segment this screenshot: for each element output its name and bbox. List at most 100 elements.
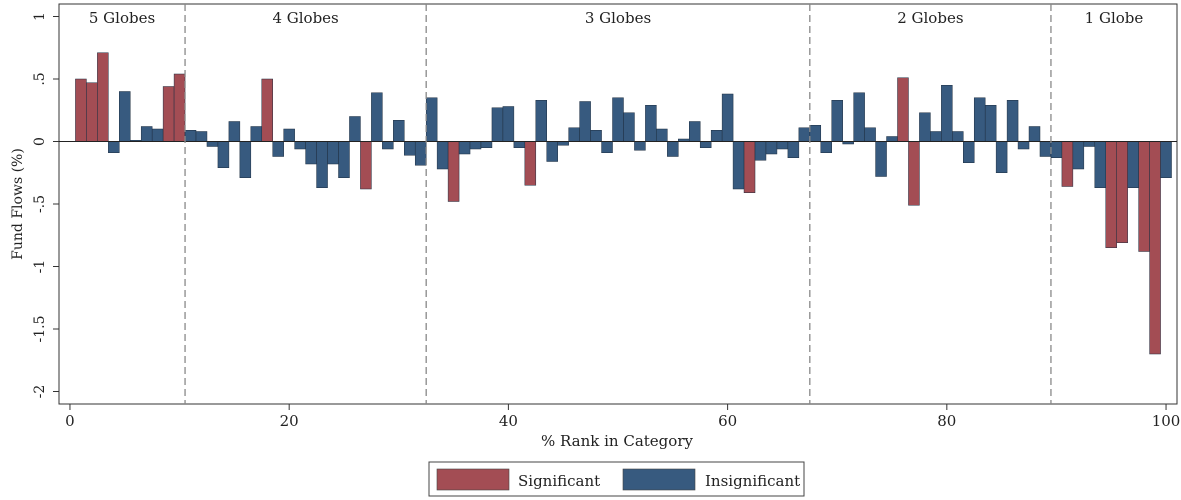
bars xyxy=(75,52,1172,355)
bar-insignificant xyxy=(809,125,822,142)
bar-insignificant xyxy=(864,127,876,142)
bar-significant xyxy=(162,86,175,142)
bar-insignificant xyxy=(305,141,317,165)
region-label: 1 Globe xyxy=(1085,9,1144,27)
bar-insignificant xyxy=(491,107,504,142)
bar-significant xyxy=(173,73,186,142)
bar-insignificant xyxy=(1006,100,1019,142)
region-label: 3 Globes xyxy=(585,9,651,27)
bar-insignificant xyxy=(414,141,427,166)
bar-insignificant xyxy=(217,141,230,168)
legend-box xyxy=(428,461,805,497)
bar-insignificant xyxy=(919,112,931,142)
bar-insignificant xyxy=(973,97,986,142)
category-dividers xyxy=(184,4,1052,404)
bar-insignificant xyxy=(184,130,197,142)
bar-significant xyxy=(908,141,920,206)
bar-insignificant xyxy=(689,121,701,142)
bar-significant xyxy=(1149,141,1161,355)
region-label: 2 Globes xyxy=(897,9,963,27)
bar-insignificant xyxy=(634,141,646,151)
bar-insignificant xyxy=(1039,141,1052,157)
bar-insignificant xyxy=(1094,141,1107,188)
x-axis: 0 20 40 60 80 100 xyxy=(65,404,1180,430)
bar-insignificant xyxy=(294,141,306,150)
bar-insignificant xyxy=(656,128,668,142)
bar-insignificant xyxy=(941,85,953,142)
bar-insignificant xyxy=(393,120,405,142)
bar-insignificant xyxy=(513,141,526,148)
bar-insignificant xyxy=(765,141,778,155)
bar-insignificant xyxy=(502,106,515,142)
bar-insignificant xyxy=(480,141,493,148)
bar-insignificant xyxy=(776,141,789,150)
x-tick-label: 40 xyxy=(499,412,518,430)
legend-swatch-significant xyxy=(436,468,510,491)
bar-insignificant xyxy=(963,141,975,163)
bar-insignificant xyxy=(382,141,394,150)
bar-insignificant xyxy=(272,141,284,157)
bar-insignificant xyxy=(568,127,580,142)
bar-insignificant xyxy=(228,121,241,142)
bar-insignificant xyxy=(754,141,767,161)
bar-insignificant xyxy=(1050,141,1063,158)
bar-significant xyxy=(447,141,460,202)
bar-significant xyxy=(1116,141,1128,243)
bar-insignificant xyxy=(710,130,723,142)
bar-insignificant xyxy=(820,141,832,153)
bar-insignificant xyxy=(601,141,613,153)
bar-insignificant xyxy=(108,141,120,153)
y-tick-label: 0 xyxy=(32,137,48,146)
bar-insignificant xyxy=(458,141,471,155)
y-tick-label: -.5 xyxy=(32,195,48,213)
bar-insignificant xyxy=(316,141,328,188)
legend: Significant Insignificant xyxy=(428,461,805,497)
bar-insignificant xyxy=(853,92,865,142)
bar-insignificant xyxy=(469,141,482,150)
bar-insignificant xyxy=(1072,141,1085,170)
bar-insignificant xyxy=(338,141,350,178)
legend-label-significant: Significant xyxy=(518,472,600,490)
legend-label-insignificant: Insignificant xyxy=(705,472,800,490)
bar-significant xyxy=(743,141,756,193)
bar-significant xyxy=(261,78,273,142)
legend-swatch-insignificant xyxy=(622,468,696,491)
bar-insignificant xyxy=(1127,141,1139,188)
bar-insignificant xyxy=(732,141,745,190)
region-label: 4 Globes xyxy=(272,9,338,27)
bar-insignificant xyxy=(995,141,1008,173)
bar-insignificant xyxy=(667,141,679,157)
bar-insignificant xyxy=(798,127,811,142)
bar-insignificant xyxy=(886,136,898,142)
bar-insignificant xyxy=(579,101,591,142)
bar-insignificant xyxy=(404,141,416,156)
y-tick-label: -2 xyxy=(32,385,48,399)
bar-insignificant xyxy=(612,97,624,142)
x-tick-label: 80 xyxy=(937,412,956,430)
bar-insignificant xyxy=(787,141,800,158)
bar-significant xyxy=(86,82,98,142)
bar-insignificant xyxy=(557,141,569,146)
bar-significant xyxy=(1061,141,1074,187)
bar-insignificant xyxy=(371,92,383,142)
bar-insignificant xyxy=(1083,141,1096,147)
bar-insignificant xyxy=(952,131,964,142)
bar-significant xyxy=(1138,141,1150,252)
bar-significant xyxy=(75,78,87,142)
bar-insignificant xyxy=(721,93,734,142)
bar-insignificant xyxy=(140,126,153,142)
bar-insignificant xyxy=(436,141,449,170)
plot-frame xyxy=(58,3,1178,405)
bar-insignificant xyxy=(195,131,208,142)
bar-insignificant xyxy=(250,126,263,142)
bar-insignificant xyxy=(984,105,997,142)
bar-significant xyxy=(524,141,537,186)
bar-significant xyxy=(1105,141,1117,248)
bar-insignificant xyxy=(1028,126,1041,142)
bar-insignificant xyxy=(119,91,131,142)
bar-insignificant xyxy=(699,141,712,148)
bar-insignificant xyxy=(1160,141,1172,178)
x-axis-title: % Rank in Category xyxy=(541,432,693,450)
